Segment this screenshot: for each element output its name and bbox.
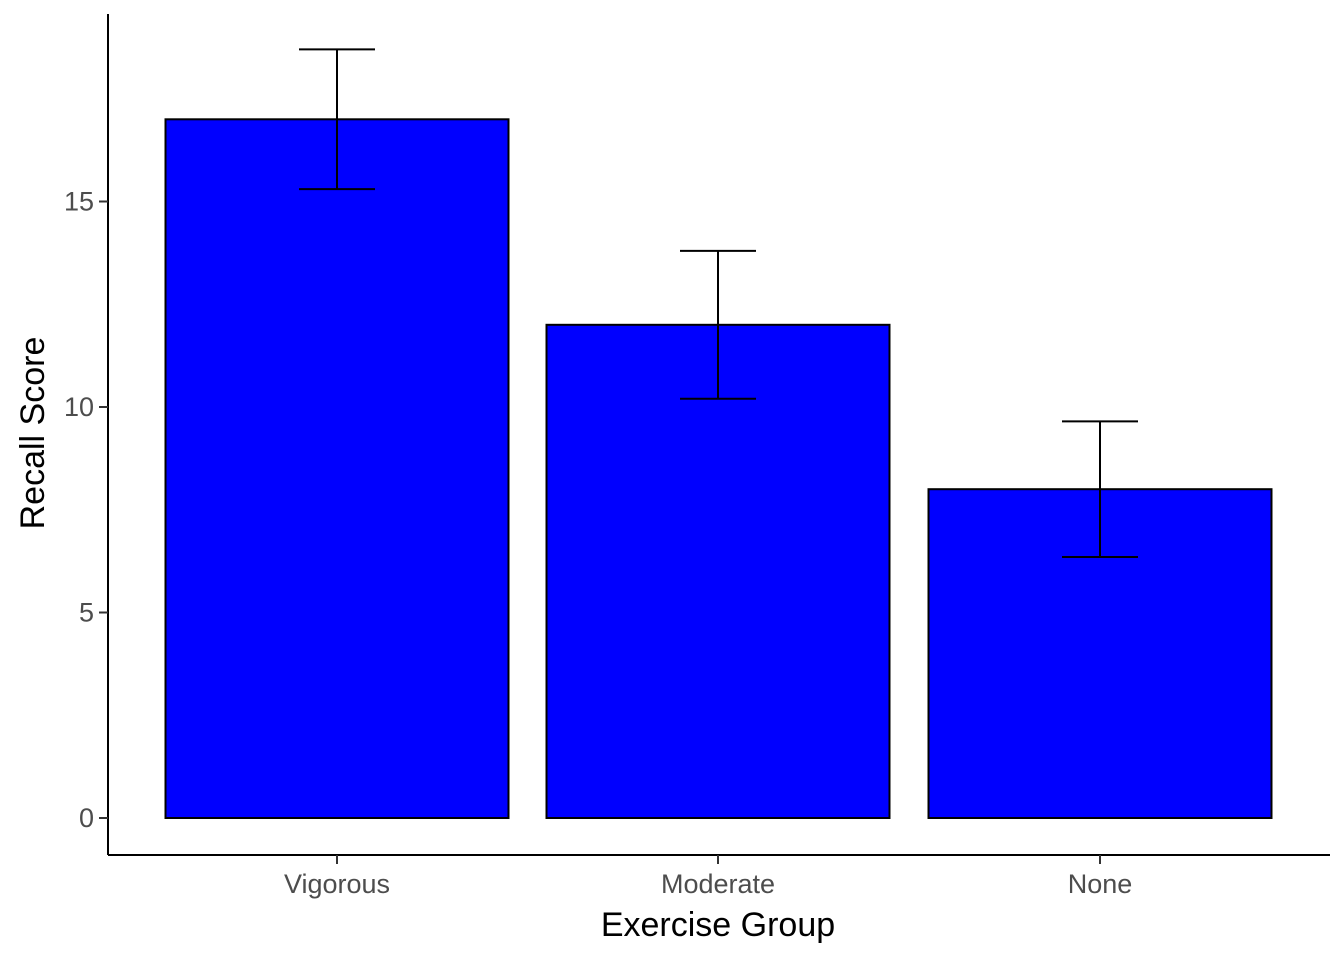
error-bar-vigorous — [299, 48, 375, 191]
bar-moderate — [545, 323, 891, 819]
y-tick-label: 10 — [64, 392, 94, 422]
y-axis-ticks: 0 5 10 15 — [64, 187, 108, 833]
y-tick-label: 0 — [79, 803, 94, 833]
x-axis-ticks: Vigorous Moderate None — [284, 855, 1132, 899]
y-tick-label: 15 — [64, 187, 94, 217]
y-axis-title: Recall Score — [14, 337, 52, 530]
x-axis-title: Exercise Group — [601, 906, 835, 944]
error-bar-none — [1062, 420, 1138, 559]
error-bars-layer — [299, 48, 1138, 559]
error-bar-moderate — [680, 249, 756, 400]
y-tick-label: 5 — [79, 598, 94, 628]
x-tick-label: Moderate — [661, 869, 775, 899]
x-tick-label: Vigorous — [284, 869, 390, 899]
bar-vigorous — [164, 118, 510, 820]
x-tick-label: None — [1068, 869, 1133, 899]
bars-layer — [164, 118, 1273, 820]
